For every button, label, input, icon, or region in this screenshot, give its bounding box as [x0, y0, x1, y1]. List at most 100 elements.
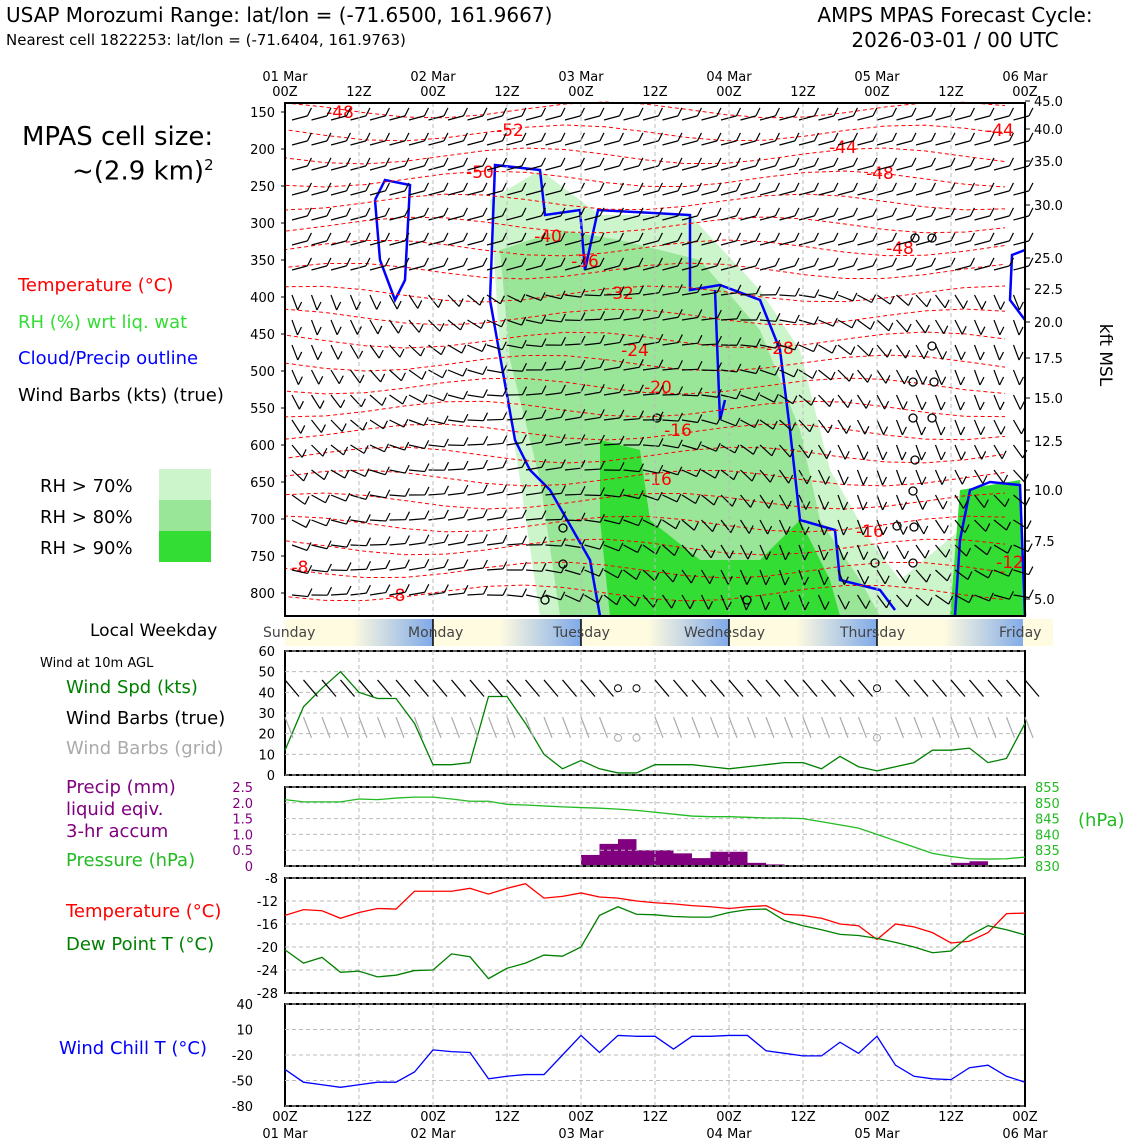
wind-barb: [759, 344, 776, 349]
wind-barb: [545, 569, 562, 574]
pressure-tick-label: 600: [250, 439, 275, 454]
wind-barb-flag: [716, 362, 723, 371]
wind-barb: [408, 591, 425, 596]
wind-barb: [642, 316, 659, 321]
wind-barb: [973, 369, 981, 386]
calm-wind-circle-grid: [632, 733, 641, 742]
wind-barb-flag: [619, 384, 625, 393]
wind-barb-flag: [677, 182, 683, 192]
wind-barb: [896, 319, 908, 333]
wind-barb-true: [765, 679, 781, 697]
wind-barb: [428, 419, 445, 425]
wind-barb: [623, 418, 640, 421]
top-hour-label: 12Z: [642, 85, 668, 100]
wind-barb-flag: [306, 232, 312, 242]
wind-barb: [428, 394, 444, 402]
wind-barb: [954, 444, 962, 460]
wind-barb-flag: [736, 390, 742, 400]
wind-barb-flag: [945, 548, 951, 558]
wind-barb: [837, 265, 854, 271]
wind-barb: [369, 190, 386, 196]
calm-wind-circle: [927, 341, 937, 351]
forecast-cycle-label: AMPS MPAS Forecast Cycle:: [817, 3, 1093, 27]
wind-barb-flag: [911, 182, 917, 192]
wind-barb: [369, 215, 386, 221]
wind-barb-flag: [404, 559, 410, 568]
wind-barb: [662, 115, 679, 121]
wind-barb: [779, 319, 796, 324]
wind-barb-true: [432, 679, 448, 697]
wind-barb: [623, 215, 640, 221]
wind-barb-flag: [882, 526, 888, 536]
wind-barb-true: [303, 679, 318, 697]
wind-barb: [623, 544, 638, 554]
wind-barb-flag: [865, 600, 871, 609]
wind-barb: [837, 344, 852, 356]
wind-barb-flag: [989, 182, 995, 192]
wind-barb: [467, 165, 484, 171]
height-tick-label: 35.0: [1034, 155, 1063, 170]
wind-barb: [447, 240, 464, 246]
calm-wind-circle: [558, 559, 568, 569]
wind-barb-grid: [654, 716, 664, 739]
wind-barb-flag: [657, 182, 663, 192]
wind-barb-flag: [824, 476, 831, 485]
windchill-tick-label: -80: [232, 1100, 253, 1115]
wind-barb: [408, 190, 425, 196]
wind-barb: [545, 441, 562, 446]
wind-barb: [350, 568, 367, 571]
wind-barb-flag: [400, 372, 406, 382]
wind-barb-flag: [381, 397, 387, 406]
wind-barb-flag: [443, 485, 449, 495]
wind-barb: [428, 444, 445, 448]
wind-barb-flag: [864, 425, 870, 435]
wind-barb: [369, 494, 386, 499]
height-tick-label: 30.0: [1034, 199, 1063, 214]
wind-barb-flag: [906, 598, 912, 608]
wind-barb: [603, 443, 621, 446]
wind-barb-flag: [501, 107, 507, 117]
wind-barb-flag: [638, 463, 644, 472]
calm-wind-circle: [909, 522, 919, 532]
wind-barb-flag: [560, 132, 566, 142]
precip-bar: [581, 854, 600, 866]
windchill-tick-label: 40: [236, 998, 253, 1013]
wind-barb-flag: [852, 132, 858, 142]
wind-barb: [447, 516, 464, 521]
wind-barb-flag: [479, 296, 485, 306]
wind-barb: [759, 569, 767, 586]
wind-barb-flag: [813, 257, 819, 267]
legend-item: Cloud/Precip outline: [18, 348, 199, 369]
wind-barb: [759, 419, 774, 430]
wind-barb-flag: [298, 400, 304, 410]
precip-bar: [692, 858, 711, 866]
wind-barb: [798, 190, 815, 196]
wind-barb: [779, 344, 795, 351]
wind-barb-flag: [297, 301, 303, 311]
wind-barb: [779, 140, 796, 146]
temp-tick-label: -28: [257, 987, 278, 1002]
wind-barb: [856, 569, 866, 585]
wind-barb: [584, 544, 601, 550]
isotherm-contour: [284, 492, 1006, 510]
wind-barb: [584, 416, 601, 421]
wind-barb: [895, 444, 903, 461]
wind-barb-flag: [345, 107, 351, 117]
isotherm-contour: [284, 239, 1006, 257]
wind-barb: [486, 294, 501, 305]
wind-barb-grid: [894, 716, 905, 739]
wind-barb-flag: [341, 423, 347, 432]
cloud-outline: [373, 178, 412, 304]
wind-barb: [993, 369, 1001, 386]
isotherm-contour: [284, 400, 1006, 418]
wind-barb: [798, 294, 815, 299]
wind-barb-flag: [911, 107, 917, 117]
wind-barb: [330, 444, 344, 456]
wind-barb: [720, 594, 728, 610]
wind-barb-flag: [813, 182, 819, 192]
wind-barb-flag: [322, 447, 328, 457]
wind-barb-flag: [1028, 132, 1034, 142]
wind-barb-flag: [385, 512, 391, 522]
pressure-tick-label: 700: [250, 513, 275, 528]
wind-barb: [701, 469, 716, 479]
